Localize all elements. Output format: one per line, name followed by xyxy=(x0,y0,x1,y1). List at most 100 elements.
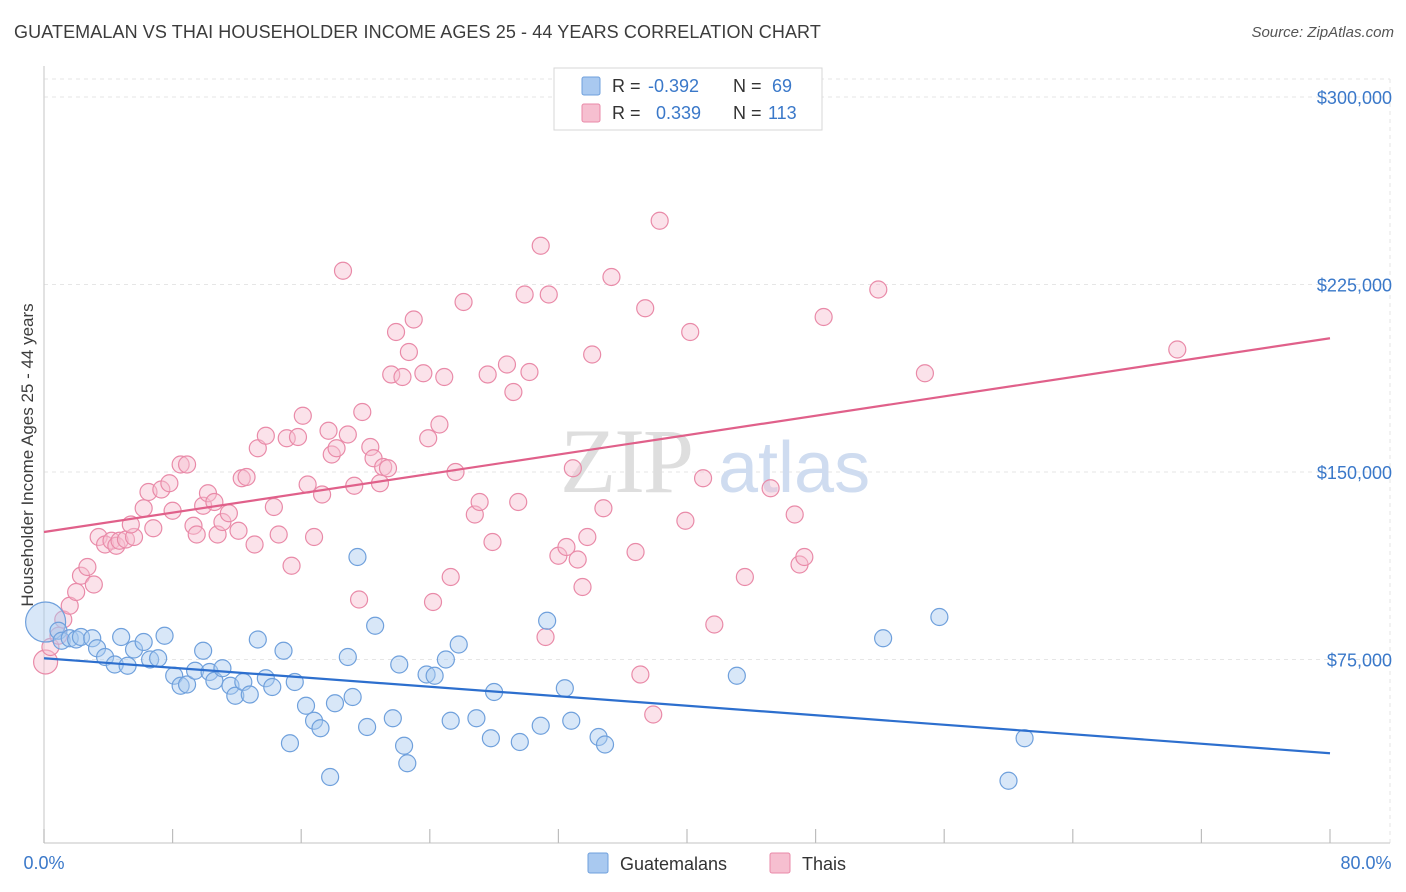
point-thais xyxy=(644,705,663,724)
point-guatemalans xyxy=(348,547,367,567)
point-thais xyxy=(245,535,264,554)
point-thais xyxy=(361,437,380,457)
y-tick-label: $300,000 xyxy=(1317,88,1392,108)
point-thais xyxy=(573,577,592,597)
point-thais xyxy=(393,367,412,387)
point-thais xyxy=(264,497,283,517)
point-thais xyxy=(539,285,558,304)
point-thais xyxy=(693,469,713,488)
point-thais xyxy=(470,492,489,512)
point-thais xyxy=(568,550,587,569)
point-guatemalans xyxy=(155,626,174,645)
trendline-thais xyxy=(43,337,1331,534)
point-guatemalans xyxy=(562,711,581,730)
point-guatemalans xyxy=(134,632,153,652)
legend-n-label: N = xyxy=(733,103,762,123)
point-thais xyxy=(414,364,433,383)
point-thais xyxy=(134,499,153,518)
series-thais-points xyxy=(33,211,1187,724)
point-guatemalans xyxy=(589,727,608,747)
point-guatemalans xyxy=(177,675,197,694)
point-guatemalans xyxy=(67,630,86,649)
point-guatemalans xyxy=(171,676,190,695)
point-thais xyxy=(705,615,724,634)
point-thais xyxy=(293,406,312,425)
point-thais xyxy=(626,542,645,562)
point-thais xyxy=(423,592,443,612)
point-thais xyxy=(814,307,833,327)
point-guatemalans xyxy=(538,611,557,630)
point-guatemalans xyxy=(394,736,414,755)
point-thais xyxy=(327,439,346,458)
point-thais xyxy=(67,582,86,602)
point-thais xyxy=(338,425,357,444)
point-thais xyxy=(795,547,814,567)
point-guatemalans xyxy=(390,655,409,674)
x-tick-label: 80.0% xyxy=(1340,853,1391,873)
point-guatemalans xyxy=(555,679,574,698)
point-guatemalans xyxy=(311,719,330,738)
point-thais xyxy=(531,236,550,255)
point-thais xyxy=(349,590,369,609)
point-guatemalans xyxy=(296,696,316,715)
watermark-zip: ZIP xyxy=(560,410,692,512)
point-thais xyxy=(1168,340,1187,359)
point-thais xyxy=(378,459,398,478)
point-guatemalans xyxy=(366,616,385,635)
point-thais xyxy=(144,519,163,538)
point-guatemalans xyxy=(999,771,1018,790)
point-thais xyxy=(681,322,700,342)
point-thais xyxy=(869,280,888,299)
point-thais xyxy=(594,499,613,518)
point-guatemalans xyxy=(149,649,168,668)
point-guatemalans xyxy=(481,729,500,748)
point-guatemalans xyxy=(595,735,615,754)
point-thais xyxy=(435,367,454,387)
point-thais xyxy=(237,467,256,487)
legend-bottom-label-guatemalans: Guatemalans xyxy=(620,854,727,874)
point-thais xyxy=(229,521,248,540)
point-thais xyxy=(187,525,206,544)
point-thais xyxy=(78,557,97,577)
trendlines xyxy=(43,337,1331,755)
point-guatemalans xyxy=(510,732,529,752)
point-thais xyxy=(107,536,126,555)
point-guatemalans xyxy=(304,711,324,730)
legend-bottom-swatch-thais xyxy=(769,852,791,874)
point-thais xyxy=(631,665,650,684)
point-guatemalans xyxy=(425,666,444,685)
point-thais xyxy=(557,537,576,557)
point-thais xyxy=(160,474,179,493)
point-thais xyxy=(382,365,401,384)
x-tick-label: 0.0% xyxy=(23,853,64,873)
point-thais xyxy=(304,527,324,547)
point-guatemalans xyxy=(124,640,144,659)
legend-n-value: 69 xyxy=(772,76,792,96)
point-guatemalans xyxy=(467,709,486,728)
axes xyxy=(43,66,1390,844)
point-thais xyxy=(520,362,539,382)
legend-r-value: 0.339 xyxy=(656,103,701,123)
point-thais xyxy=(322,445,341,464)
point-thais xyxy=(761,479,780,498)
point-thais xyxy=(454,292,473,312)
point-guatemalans xyxy=(83,629,102,648)
legend-n-value: 113 xyxy=(768,103,797,123)
point-guatemalans xyxy=(325,694,345,713)
point-thais xyxy=(536,627,555,647)
point-thais xyxy=(404,310,423,329)
point-thais xyxy=(785,505,804,524)
point-guatemalans xyxy=(531,716,550,735)
point-thais xyxy=(282,556,301,575)
point-thais xyxy=(483,532,502,552)
point-thais xyxy=(430,415,449,434)
y-tick-label: $75,000 xyxy=(1327,651,1392,671)
point-guatemalans xyxy=(95,647,115,667)
legend-swatch-thais xyxy=(581,103,601,123)
point-thais xyxy=(515,285,534,304)
point-thais xyxy=(288,427,308,447)
point-guatemalans xyxy=(263,677,282,697)
point-guatemalans xyxy=(1015,729,1034,748)
point-thais xyxy=(441,567,460,587)
trendline-guatemalans xyxy=(43,657,1331,755)
